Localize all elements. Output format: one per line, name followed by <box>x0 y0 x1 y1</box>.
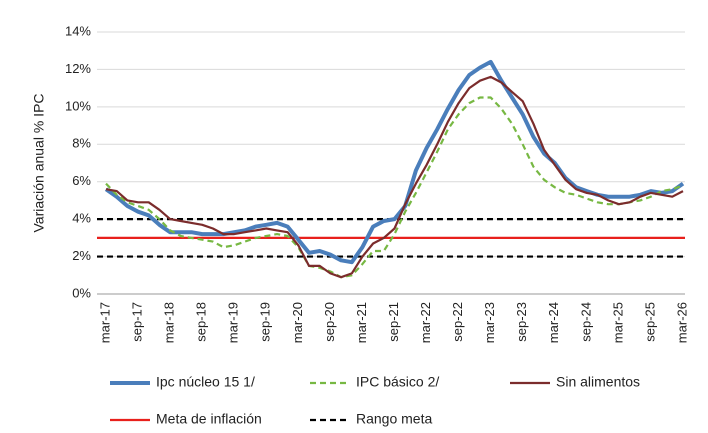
x-tick-label: mar-19 <box>226 302 241 343</box>
x-tick-label: sep-23 <box>514 302 529 342</box>
x-tick-label: mar-22 <box>418 302 433 343</box>
x-tick-label: mar-25 <box>610 302 625 343</box>
y-tick-label: 10% <box>65 98 91 113</box>
x-tick-label: sep-22 <box>450 302 465 342</box>
legend-label: IPC básico 2/ <box>356 374 439 390</box>
x-tick-label: mar-21 <box>354 302 369 343</box>
x-tick-label: sep-17 <box>129 302 144 342</box>
y-tick-label: 4% <box>72 211 91 226</box>
x-tick-label: sep-25 <box>642 302 657 342</box>
x-tick-label: mar-24 <box>546 302 561 343</box>
y-tick-label: 12% <box>65 61 91 76</box>
x-tick-label: mar-18 <box>162 302 177 343</box>
x-tick-label: sep-21 <box>386 302 401 342</box>
legend-label: Rango meta <box>356 411 432 427</box>
legend-label: Meta de inflación <box>156 411 262 427</box>
series-line <box>105 75 684 279</box>
x-tick-label: sep-18 <box>194 302 209 342</box>
x-tick-label: sep-20 <box>322 302 337 342</box>
y-tick-label: 8% <box>72 136 91 151</box>
y-tick-label: 14% <box>65 23 91 38</box>
series-line <box>104 59 685 265</box>
x-tick-label: mar-26 <box>674 302 689 343</box>
y-axis-label: Variación anual % IPC <box>31 93 47 232</box>
legend-label: Sin alimentos <box>556 374 640 390</box>
y-tick-label: 2% <box>72 248 91 263</box>
legend-label: Ipc núcleo 15 1/ <box>156 374 255 390</box>
series-line <box>105 96 684 279</box>
x-tick-label: sep-19 <box>258 302 273 342</box>
y-tick-label: 0% <box>72 285 91 300</box>
x-tick-label: mar-17 <box>97 302 112 343</box>
x-tick-label: sep-24 <box>578 302 593 342</box>
x-tick-label: mar-20 <box>290 302 305 343</box>
y-tick-label: 6% <box>72 173 91 188</box>
x-tick-label: mar-23 <box>482 302 497 343</box>
